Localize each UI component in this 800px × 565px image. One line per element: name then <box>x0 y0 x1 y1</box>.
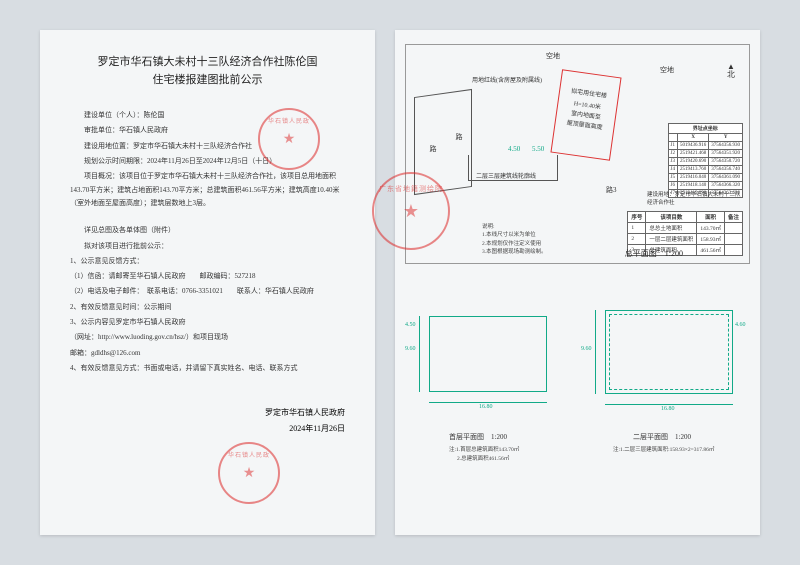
f1-h: 9.60 <box>405 346 416 352</box>
p2-6: 3、公示内容见罗定市华石镇人民政府 <box>70 316 345 329</box>
p2-4: （2）电话及电子邮件： 联系电话：0766-3351021 联系人：华石镇人民政… <box>70 285 345 298</box>
stamp-text-c: 广东省地籍测绘院 <box>374 184 448 194</box>
p-summary: 项目概况：该项目位于罗定市华石镇大未村十三队经济合作社，该项目总用地面积143.… <box>70 170 345 210</box>
signature-block: 罗定市华石镇人民政府 2024年11月26日 <box>70 405 345 437</box>
p2-8: 邮箱：gdldhs@126.com <box>70 347 345 360</box>
table-row: J42519413.76037564356.740 <box>668 166 742 174</box>
stamp-1: 华石镇人民政★ <box>258 108 320 170</box>
f1-note2: 2.总建筑面积461.56㎡ <box>457 455 509 463</box>
site-plan: ▲北 空地 空地 路 路 路3 用地红线(含房屋及附属线) 二层三层建筑线轮廓线… <box>405 44 750 264</box>
table-row: J22519421.46837564351.920 <box>668 150 742 158</box>
f1-dim-line-h <box>429 402 547 403</box>
table-row: 1总总土地面积143.70㎡ <box>628 223 743 234</box>
table-row: J32519420.69037564350.720 <box>668 158 742 166</box>
p2-5: 2、有效反馈意见时间：公示期间 <box>70 301 345 314</box>
f2-dim-line-v <box>595 310 596 394</box>
site-notes: 说明: 1.本线尺寸以米为单位 2.本规划仅作注定义使用 3.本图根据现场勘测绘… <box>482 223 547 256</box>
doc-title: 罗定市华石镇大未村十三队经济合作社陈伦国 住宅楼报建图批前公示 <box>70 54 345 89</box>
f1-w: 16.80 <box>479 404 493 410</box>
floor-plan-1 <box>429 316 547 392</box>
body-block-2: 详见总图及各单体图（附件） 拟对该项目进行批前公示： 1、公示意见反馈方式： （… <box>70 224 345 375</box>
stamp-text-2: 华石镇人民政 <box>220 450 278 459</box>
p2-7: （网址：http://www.luoding.gov.cn/hsz/）和项目现场 <box>70 331 345 344</box>
building-outline: 拟宅用住宅楼 H=10.40米 室内地面至 屋顶屋面高度 <box>550 69 621 161</box>
f2-title: 二层平面图 1:200 <box>633 432 691 442</box>
stamp-2: 华石镇人民政★ <box>218 442 280 504</box>
f1-h2: 4.50 <box>405 322 416 328</box>
stamp-center: 广东省地籍测绘院★ <box>372 172 450 250</box>
f2-note1: 注:1.二层三层建筑面积:158.93×2=317.86㎡ <box>613 446 714 454</box>
table-row: J15019436.91637564356.930 <box>668 142 742 150</box>
f2-w: 16.80 <box>661 406 675 412</box>
label-lu3: 路3 <box>606 185 617 195</box>
info-title: 建设用地：罗定市华石镇大未村十三队经济合作社 <box>647 190 743 206</box>
p2-1: 拟对该项目进行批前公示： <box>70 240 345 253</box>
north-label: 北 <box>727 70 735 79</box>
dim-b: 5.50 <box>532 145 544 153</box>
f1-note1: 注:1.首层总建筑面积143.70㎡ <box>449 446 519 454</box>
site-plan-title: 总平面图 1:200 <box>625 248 683 259</box>
label-kongdi-1: 空地 <box>546 51 560 61</box>
stamp-text-1: 华石镇人民政 <box>260 116 318 125</box>
table-row: J52519416.04037564361.090 <box>668 174 742 182</box>
right-drawing: ▲北 空地 空地 路 路 路3 用地红线(含房屋及附属线) 二层三层建筑线轮廓线… <box>395 30 760 535</box>
p2-3: （1）信函：请邮寄至华石镇人民政府 邮政编码：527218 <box>70 270 345 283</box>
coord-header: 界址点坐标 <box>668 124 742 134</box>
table-row: J62519418.14037564366.320 <box>668 182 742 190</box>
left-document: 罗定市华石镇大未村十三队经济合作社陈伦国 住宅楼报建图批前公示 建设单位（个人）… <box>40 30 375 535</box>
f2-dim-line-h <box>605 404 733 405</box>
label-kongdi-2: 空地 <box>660 65 674 75</box>
label-redline: 用地红线(含房屋及附属线) <box>472 75 542 84</box>
p2-2: 1、公示意见反馈方式： <box>70 255 345 268</box>
f1-dim-line-v <box>419 316 420 392</box>
title-line-1: 罗定市华石镇大未村十三队经济合作社陈伦国 <box>70 54 345 72</box>
sig-date: 2024年11月26日 <box>70 421 345 437</box>
dim-a: 4.50 <box>508 145 520 153</box>
floor-plan-2-inner <box>609 314 729 390</box>
p2-0: 详见总图及各单体图（附件） <box>70 224 345 237</box>
f2-h: 9.60 <box>581 346 592 352</box>
f1-title: 首层平面图 1:200 <box>449 432 507 442</box>
table-row: 2一层二层建筑面积158.93㎡ <box>628 234 743 245</box>
sig-unit: 罗定市华石镇人民政府 <box>70 405 345 421</box>
poly-bottom <box>468 155 558 181</box>
north-arrow: ▲北 <box>727 63 735 79</box>
title-line-2: 住宅楼报建图批前公示 <box>70 72 345 90</box>
f2-h2: 4.60 <box>735 322 746 328</box>
p2-9: 4、有效反馈意见方式：书面或电话，并请留下真实姓名、电话、联系方式 <box>70 362 345 375</box>
coord-table: 界址点坐标 XY J15019436.91637564356.930 J2251… <box>668 123 743 198</box>
